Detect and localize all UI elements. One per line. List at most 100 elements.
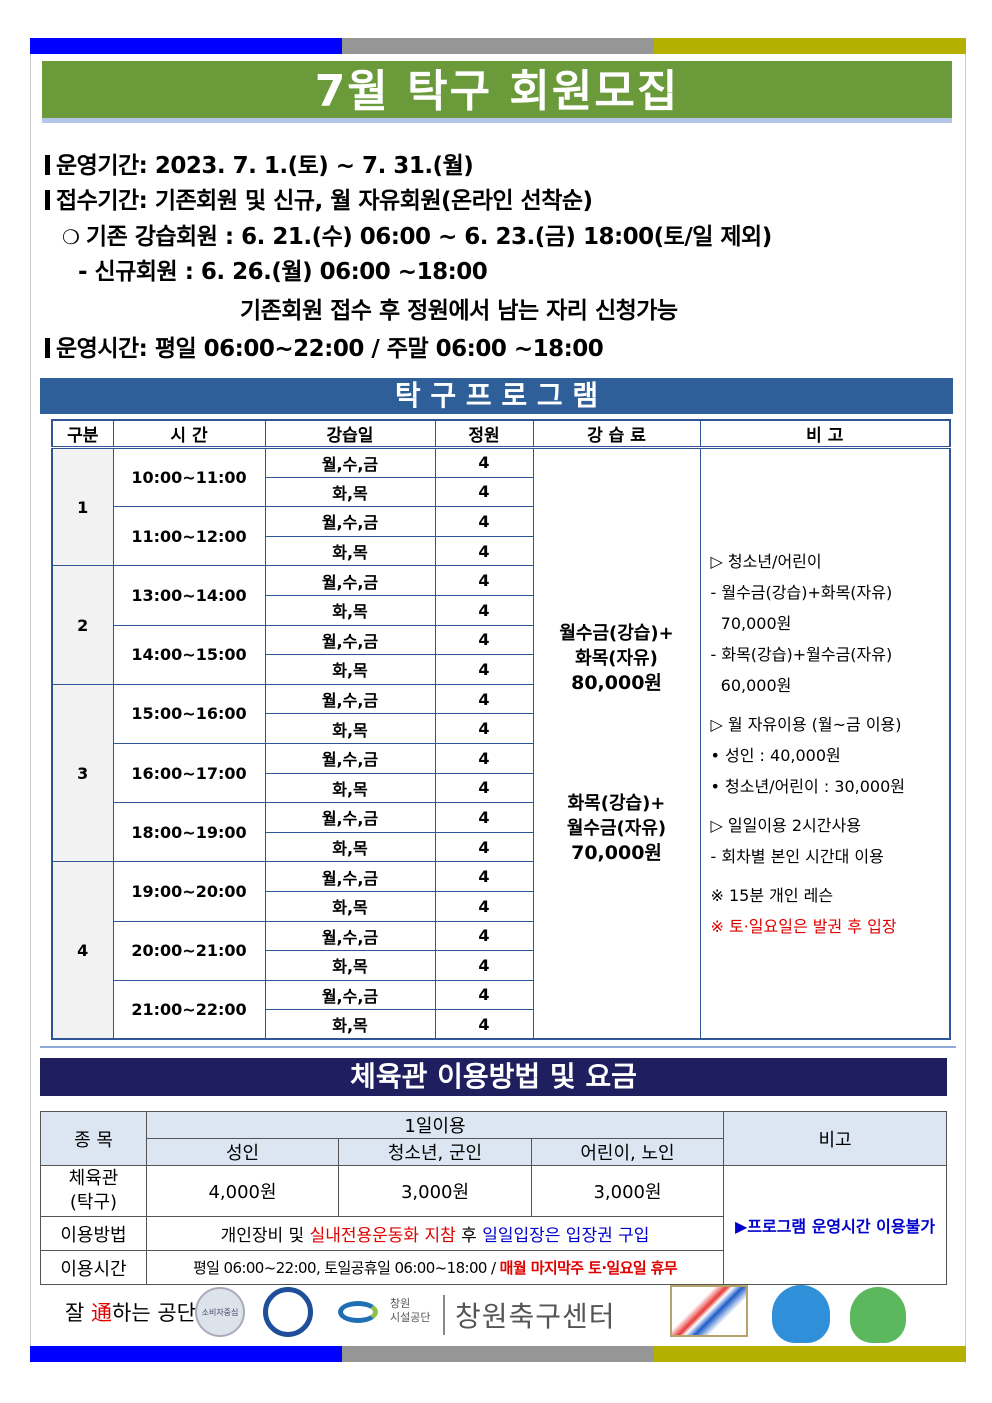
lesson-days: 화,목 xyxy=(264,950,436,981)
column-header: 강 습 료 xyxy=(532,419,701,449)
capacity: 4 xyxy=(434,831,534,863)
org-name: 창원 시설공단 xyxy=(390,1297,431,1324)
remarks-cell: ▷ 청소년/어린이 - 월수금(강습)+화목(자유) 70,000원 - 화목(강습… xyxy=(699,447,951,1040)
fee-line: 월수금(자유) xyxy=(566,818,667,840)
capacity: 4 xyxy=(434,565,534,596)
capacity: 4 xyxy=(434,683,534,715)
capacity: 4 xyxy=(434,535,534,567)
table-row: 화,목 4 xyxy=(52,890,950,922)
capacity: 4 xyxy=(434,506,534,537)
lesson-days: 화,목 xyxy=(264,594,436,626)
remark-line: 60,000원 xyxy=(710,675,792,695)
group-number: 2 xyxy=(51,565,114,685)
program-heading: 탁 구 프 로 그 램 xyxy=(40,378,953,414)
capacity: 4 xyxy=(434,802,534,833)
remark-line: ▷ 일일이용 2시간사용 xyxy=(710,815,861,835)
mascot-green xyxy=(850,1287,906,1343)
human-rights-logo xyxy=(263,1287,313,1337)
lesson-days: 화,목 xyxy=(264,713,436,744)
certification-logo xyxy=(670,1285,748,1337)
capacity: 4 xyxy=(434,979,534,1011)
time-slot: 18:00~19:00 xyxy=(112,802,266,863)
table-row: 4 19:00~20:00 월,수,금 4 xyxy=(51,861,950,1040)
lesson-days: 화,목 xyxy=(264,890,436,922)
top-stripe xyxy=(30,38,966,54)
price-youth: 3,000원 xyxy=(338,1165,532,1217)
group-number: 4 xyxy=(51,861,114,1040)
column-header: 비 고 xyxy=(699,419,951,449)
lesson-days: 월,수,금 xyxy=(264,742,436,774)
column-header: 시 간 xyxy=(112,419,266,449)
lesson-days: 월,수,금 xyxy=(264,565,436,596)
gym-label: 체육관 (탁구) xyxy=(40,1165,147,1217)
fee-line: 80,000원 xyxy=(571,672,662,695)
table-row: 화,목 4 xyxy=(52,594,950,626)
table-row: 18:00~19:00 월,수,금 4 xyxy=(52,802,950,863)
fee-line: 화목(강습)+ xyxy=(567,793,666,815)
page-frame xyxy=(30,38,966,1363)
column-header: 정원 xyxy=(434,419,534,449)
remark-line: - 회차별 본인 시간대 이용 xyxy=(710,846,884,866)
capacity: 4 xyxy=(434,447,534,478)
capacity: 4 xyxy=(434,594,534,626)
table-row: 화,목 4 xyxy=(52,476,950,508)
group-number: 3 xyxy=(51,683,114,863)
org-logo-icon xyxy=(338,1301,378,1323)
lesson-days: 화,목 xyxy=(264,1009,436,1040)
mascot-blue xyxy=(772,1285,830,1343)
table-row: 화,목 4 xyxy=(52,950,950,981)
capacity: 4 xyxy=(434,920,534,952)
daily-header: 1일이용 xyxy=(146,1111,724,1139)
ccm-logo: 소비자중심 xyxy=(195,1287,245,1337)
table-row: 11:00~12:00 월,수,금 4 xyxy=(52,506,950,567)
table-row: 화,목 4 xyxy=(52,1009,950,1040)
fees-table: 종 목 1일이용 비고 성인 청소년, 군인 어린이, 노인 체육관 (탁구) 4,000… xyxy=(40,1111,947,1285)
time-slot: 13:00~14:00 xyxy=(112,565,266,626)
time-slot: 15:00~16:00 xyxy=(112,683,266,744)
remark-line: • 청소년/어린이 : 30,000원 xyxy=(710,776,906,796)
note-header: 비고 xyxy=(723,1111,947,1166)
footer-logos: 잘 通하는 공단 소비자중심 창원 시설공단 창원축구센터 xyxy=(60,1285,950,1345)
remark-line: ※ 토·일요일은 발권 후 입장 xyxy=(710,916,897,936)
table-row: 화,목 4 xyxy=(52,772,950,804)
fee-line: 화목(자유) xyxy=(575,648,658,670)
info-reception: 접수기간: 기존회원 및 신규, 월 자유회원(온라인 선착순) xyxy=(45,181,593,215)
lesson-days: 월,수,금 xyxy=(264,506,436,537)
remark-line: - 월수금(강습)+화목(자유) xyxy=(710,582,893,602)
table-row: 3 15:00~16:00 월,수,금 4 xyxy=(51,683,950,863)
time-slot: 20:00~21:00 xyxy=(112,920,266,981)
remark-line: - 화목(강습)+월수금(자유) xyxy=(710,644,893,664)
remark-line: ▷ 월 자유이용 (월~금 이용) xyxy=(710,714,902,734)
remark-line: ※ 15분 개인 레슨 xyxy=(710,885,834,905)
price-child: 3,000원 xyxy=(531,1165,724,1217)
fee-line: 70,000원 xyxy=(571,842,662,865)
fee-line: 월수금(강습)+ xyxy=(559,623,674,645)
lesson-days: 화,목 xyxy=(264,654,436,685)
col-youth: 청소년, 군인 xyxy=(338,1138,532,1166)
time-slot: 14:00~15:00 xyxy=(112,624,266,685)
lesson-days: 화,목 xyxy=(264,535,436,567)
center-name: 창원축구센터 xyxy=(443,1295,616,1335)
lesson-days: 화,목 xyxy=(264,772,436,804)
info-period: 운영기간: 2023. 7. 1.(토) ~ 7. 31.(월) xyxy=(45,146,474,180)
capacity: 4 xyxy=(434,742,534,774)
capacity: 4 xyxy=(434,624,534,656)
capacity: 4 xyxy=(434,772,534,804)
price-adult: 4,000원 xyxy=(146,1165,339,1217)
table-row: 화,목 4 xyxy=(52,713,950,744)
capacity: 4 xyxy=(434,890,534,922)
bottom-stripe xyxy=(30,1346,966,1362)
time-slot: 10:00~11:00 xyxy=(112,446,266,508)
capacity: 4 xyxy=(434,654,534,685)
lesson-days: 월,수,금 xyxy=(264,683,436,715)
page-title: 7월 탁구 회원모집 xyxy=(42,61,952,123)
lesson-days: 월,수,금 xyxy=(264,447,436,478)
lesson-days: 월,수,금 xyxy=(264,861,436,892)
capacity: 4 xyxy=(434,476,534,508)
column-header: 구분 xyxy=(51,419,114,449)
capacity: 4 xyxy=(434,861,534,892)
lesson-days: 월,수,금 xyxy=(264,979,436,1011)
capacity: 4 xyxy=(434,950,534,981)
